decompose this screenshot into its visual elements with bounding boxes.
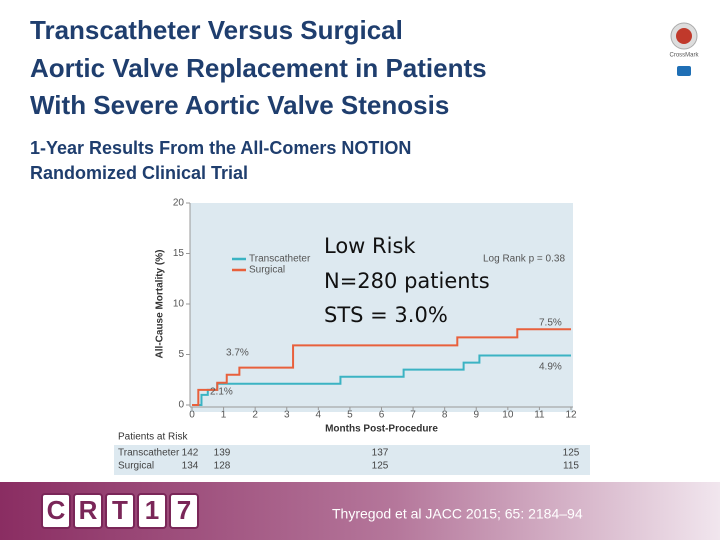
x-tick-label: 5 — [347, 410, 353, 421]
risk-value: 137 — [372, 448, 389, 459]
title-line: Transcatheter Versus Surgical — [30, 15, 403, 45]
x-tick-label: 2 — [252, 410, 258, 421]
x-tick-label: 9 — [473, 410, 479, 421]
x-tick-label: 11 — [534, 410, 545, 421]
overlay-text: Low Risk — [324, 234, 416, 258]
annotation: 4.9% — [539, 362, 562, 373]
x-tick-label: 6 — [379, 410, 385, 421]
logo-box — [137, 493, 167, 529]
badge-label: CrossMark — [669, 53, 699, 59]
logo-box — [41, 493, 71, 529]
risk-row-name: Transcatheter — [118, 448, 180, 459]
risk-value: 142 — [182, 448, 199, 459]
x-tick-label: 0 — [189, 410, 195, 421]
logo-box — [105, 493, 135, 529]
y-axis-label: All-Cause Mortality (%) — [155, 250, 166, 359]
crossmark-badge: CrossMark — [669, 22, 699, 76]
risk-table-title: Patients at Risk — [118, 432, 188, 443]
y-tick-label: 5 — [178, 349, 184, 360]
x-axis-label: Months Post-Procedure — [325, 424, 438, 435]
citation: Thyregod et al JACC 2015; 65: 2184–94 — [332, 506, 583, 522]
logo-letter: C — [47, 495, 66, 525]
x-tick-label: 8 — [442, 410, 448, 421]
logo-letter: T — [112, 495, 128, 525]
risk-table-bg — [114, 445, 590, 475]
subtitle-line: Randomized Clinical Trial — [30, 163, 248, 183]
step-line — [192, 354, 571, 406]
x-tick-label: 7 — [410, 410, 416, 421]
overlay-text: N=280 patients — [324, 269, 490, 293]
logo-box — [73, 493, 103, 529]
risk-value: 134 — [182, 461, 199, 472]
risk-value: 139 — [214, 448, 231, 459]
overlay-text: STS = 3.0% — [324, 303, 448, 327]
logo-letter: 7 — [177, 495, 191, 525]
y-tick-label: 0 — [178, 400, 184, 411]
y-tick-label: 20 — [173, 198, 185, 209]
x-tick-label: 10 — [502, 410, 514, 421]
logo-letter: 1 — [145, 495, 159, 525]
annotation: 7.5% — [539, 318, 562, 329]
legend-label: Transcatheter — [249, 254, 311, 265]
x-tick-label: 12 — [565, 410, 577, 421]
step-line — [192, 328, 571, 406]
x-tick-label: 3 — [284, 410, 290, 421]
y-tick-label: 10 — [173, 299, 185, 310]
logo-letter: R — [79, 495, 98, 525]
x-tick-label: 1 — [221, 410, 227, 421]
subtitle-line: 1-Year Results From the All-Comers NOTIO… — [30, 138, 411, 158]
title-line: With Severe Aortic Valve Stenosis — [30, 90, 449, 120]
legend-label: Surgical — [249, 265, 285, 276]
risk-value: 128 — [214, 461, 231, 472]
annotation: Log Rank p = 0.38 — [483, 254, 565, 265]
annotation: 3.7% — [226, 348, 249, 359]
x-tick-label: 4 — [316, 410, 322, 421]
risk-value: 115 — [563, 461, 579, 472]
logo-box — [169, 493, 199, 529]
risk-value: 125 — [563, 448, 580, 459]
risk-row-name: Surgical — [118, 461, 154, 472]
annotation: 2.1% — [210, 387, 233, 398]
risk-value: 125 — [372, 461, 389, 472]
title-line: Aortic Valve Replacement in Patients — [30, 53, 487, 83]
y-tick-label: 15 — [173, 248, 185, 259]
